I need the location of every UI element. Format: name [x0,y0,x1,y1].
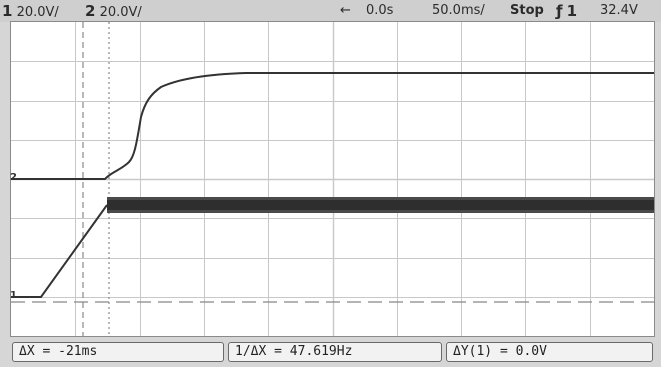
ch2-scale-readout[interactable]: 2 20.0V/ [85,0,142,24]
ch2-ground-marker[interactable]: 2 [10,172,17,183]
softkey-delta-y[interactable]: ΔY(1) = 0.0V [446,342,653,362]
ch1-number: 1 [2,2,13,20]
ch1-trace [11,72,654,180]
trigger-readout[interactable]: ƒ 1 [556,0,577,24]
softkey-bar: ΔX = -21ms 1/ΔX = 47.619Hz ΔY(1) = 0.0V [10,340,655,364]
ch2-number: 2 [85,2,96,20]
ch1-scale: 20.0V/ [16,5,59,20]
timebase-readout[interactable]: 50.0ms/ [432,3,485,18]
horizontal-delay[interactable]: 0.0s [366,3,394,18]
ch2-trace [11,204,108,298]
ch1-scale-readout[interactable]: 1 20.0V/ [2,0,59,24]
status-bar: 1 20.0V/ 2 20.0V/ ← 0.0s 50.0ms/ Stop ƒ … [0,0,661,22]
delay-arrow-icon: ← [340,3,351,18]
ch1-ground-marker[interactable]: 1 [10,290,17,301]
ch2-noise-core [107,200,654,210]
waveform-screen[interactable]: 2 1 [10,21,655,337]
trigger-channel: 1 [566,2,578,20]
trigger-edge-icon: ƒ [556,2,563,20]
run-state[interactable]: Stop [510,3,544,18]
ch2-scale: 20.0V/ [99,5,142,20]
graticule-grid [11,22,654,336]
softkey-inverse-delta-x[interactable]: 1/ΔX = 47.619Hz [228,342,442,362]
trigger-level: 32.4V [600,3,638,18]
softkey-delta-x[interactable]: ΔX = -21ms [12,342,224,362]
waveform-graticule [11,22,654,336]
